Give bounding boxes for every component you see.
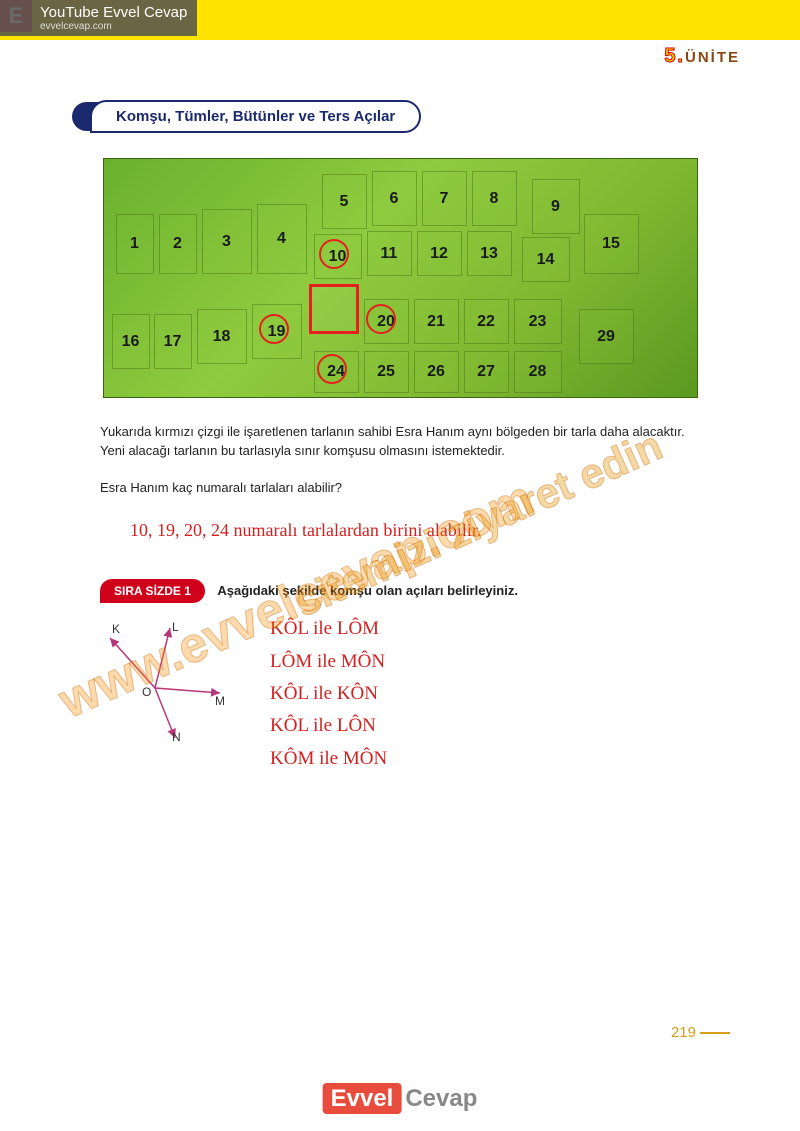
- overlay-title: YouTube Evvel Cevap: [40, 4, 187, 21]
- field-diagram: 1234567891011121314151617181920212223292…: [103, 158, 698, 398]
- plot-26: 26: [414, 351, 459, 393]
- plot-17: 17: [154, 314, 192, 369]
- circle-marker-3: [317, 354, 347, 384]
- plot-16: 16: [112, 314, 150, 369]
- angle-answers: KÔL ile LÔMLÔM ile MÔNKÔL ile KÔNKÔL ile…: [270, 613, 387, 774]
- svg-text:O: O: [142, 685, 151, 699]
- angle-answer-line: KÔL ile LÔN: [270, 710, 387, 742]
- angle-answer-line: LÔM ile MÔN: [270, 646, 387, 678]
- plot-12: 12: [417, 231, 462, 276]
- unit-badge: 5.ÜNİTE: [664, 45, 740, 68]
- angle-exercise-row: K L O M N KÔL ile LÔMLÔM ile MÔNKÔL ile …: [100, 613, 800, 774]
- svg-text:L: L: [172, 620, 179, 634]
- plot-15: 15: [584, 214, 639, 274]
- plot-29: 29: [579, 309, 634, 364]
- paragraph-2: Esra Hanım kaç numaralı tarlaları alabil…: [100, 479, 700, 498]
- sira-sizde-badge: SIRA SİZDE 1: [100, 579, 205, 603]
- plot-23: 23: [514, 299, 562, 344]
- footer-part1: Evvel: [323, 1083, 402, 1114]
- section-title: Komşu, Tümler, Bütünler ve Ters Açılar: [90, 100, 421, 133]
- plot-22: 22: [464, 299, 509, 344]
- plot-4: 4: [257, 204, 307, 274]
- overlay-sub: evvelcevap.com: [40, 21, 187, 32]
- plot-2: 2: [159, 214, 197, 274]
- angle-answer-line: KÔL ile LÔM: [270, 613, 387, 645]
- angle-answer-line: KÔM ile MÔN: [270, 743, 387, 775]
- plot-5: 5: [322, 174, 367, 229]
- plot-8: 8: [472, 171, 517, 226]
- plot-1: 1: [116, 214, 154, 274]
- plot-13: 13: [467, 231, 512, 276]
- footer-logo: EvvelCevap: [323, 1085, 478, 1113]
- svg-text:K: K: [112, 622, 120, 636]
- plot-18: 18: [197, 309, 247, 364]
- plot-11: 11: [367, 231, 412, 276]
- circle-marker-1: [259, 314, 289, 344]
- footer-part2: Cevap: [405, 1085, 477, 1112]
- unit-label: ÜNİTE: [685, 49, 740, 66]
- plot-3: 3: [202, 209, 252, 274]
- paragraph-1: Yukarıda kırmızı çizgi ile işaretlenen t…: [100, 423, 700, 461]
- plot-6: 6: [372, 171, 417, 226]
- sira-sizde-prompt: Aşağıdaki şekilde komşu olan açıları bel…: [217, 583, 518, 598]
- angle-diagram: K L O M N: [100, 613, 240, 743]
- plot-9: 9: [532, 179, 580, 234]
- plot-27: 27: [464, 351, 509, 393]
- handwritten-answer-1: 10, 19, 20, 24 numaralı tarlalardan biri…: [130, 516, 700, 545]
- top-overlay: YouTube Evvel Cevap evvelcevap.com: [0, 0, 197, 36]
- angle-svg: K L O M N: [100, 613, 240, 743]
- plot-28: 28: [514, 351, 562, 393]
- plot-21: 21: [414, 299, 459, 344]
- svg-text:N: N: [172, 730, 181, 743]
- plot-7: 7: [422, 171, 467, 226]
- page-number: 219: [671, 1024, 730, 1041]
- plot-14: 14: [522, 237, 570, 282]
- angle-answer-line: KÔL ile KÔN: [270, 678, 387, 710]
- plot-25: 25: [364, 351, 409, 393]
- circle-marker-0: [319, 239, 349, 269]
- circle-marker-2: [366, 304, 396, 334]
- svg-text:M: M: [215, 694, 225, 708]
- unit-number: 5.: [664, 45, 685, 67]
- red-highlight-square: [309, 284, 359, 334]
